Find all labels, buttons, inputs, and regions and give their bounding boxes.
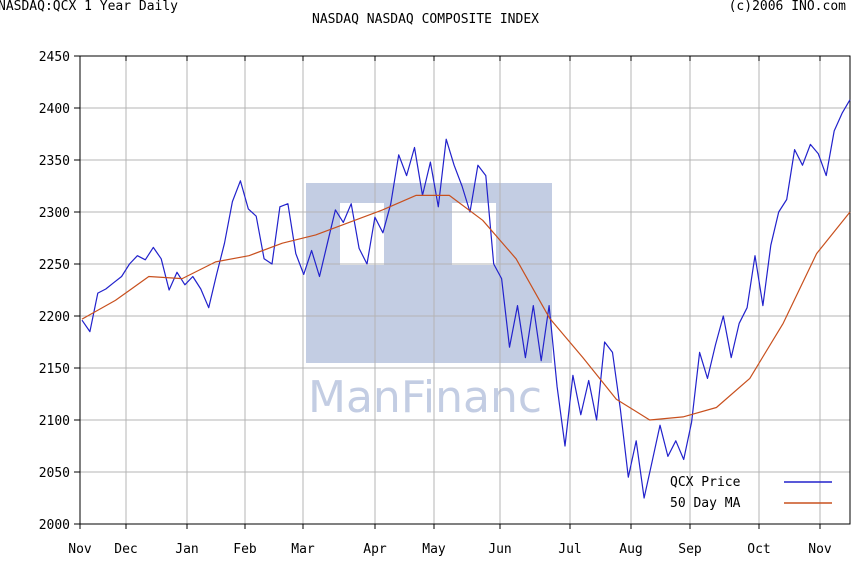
y-tick-label: 2050 <box>39 466 70 481</box>
x-tick-label: Feb <box>233 542 257 557</box>
y-tick-label: 2000 <box>39 518 70 533</box>
chart-series <box>81 99 851 499</box>
chart-header-symbol: NASDAQ:QCX 1 Year Daily <box>0 0 179 14</box>
chart-header-copyright: (c)2006 INO.com <box>728 0 846 14</box>
watermark-text: ManFinanc <box>308 372 542 423</box>
x-tick-label: Nov <box>68 542 92 557</box>
price-series-line <box>81 99 851 499</box>
x-tick-label: Oct <box>747 542 770 557</box>
watermark-logo: ManFinanc <box>306 183 552 423</box>
x-tick-label: Nov <box>808 542 832 557</box>
x-tick-label: Jun <box>488 542 511 557</box>
x-tick-label: Jan <box>175 542 198 557</box>
y-tick-label: 2350 <box>39 154 70 169</box>
x-tick-label: Jul <box>558 542 581 557</box>
x-tick-label: Apr <box>363 542 387 557</box>
x-tick-label: Aug <box>619 542 642 557</box>
x-tick-label: Sep <box>678 542 702 557</box>
plot-frame <box>79 55 851 525</box>
x-tick-label: May <box>422 542 446 557</box>
y-tick-label: 2450 <box>39 50 70 65</box>
y-tick-label: 2400 <box>39 102 70 117</box>
y-tick-label: 2300 <box>39 206 70 221</box>
chart-title: NASDAQ NASDAQ COMPOSITE INDEX <box>312 12 539 27</box>
x-tick-label: Mar <box>291 542 315 557</box>
y-tick-label: 2200 <box>39 310 70 325</box>
legend-label: QCX Price <box>670 475 741 490</box>
chart-legend: QCX Price 50 Day MA <box>670 475 832 511</box>
y-tick-label: 2100 <box>39 414 70 429</box>
chart-axes: 2000 2050 2100 2150 2200 2250 2300 2350 2400 2450… <box>39 50 851 557</box>
y-tick-label: 2150 <box>39 362 70 377</box>
legend-label: 50 Day MA <box>670 496 741 511</box>
y-tick-label: 2250 <box>39 258 70 273</box>
x-tick-label: Dec <box>114 542 137 557</box>
moving-average-line <box>81 194 851 421</box>
